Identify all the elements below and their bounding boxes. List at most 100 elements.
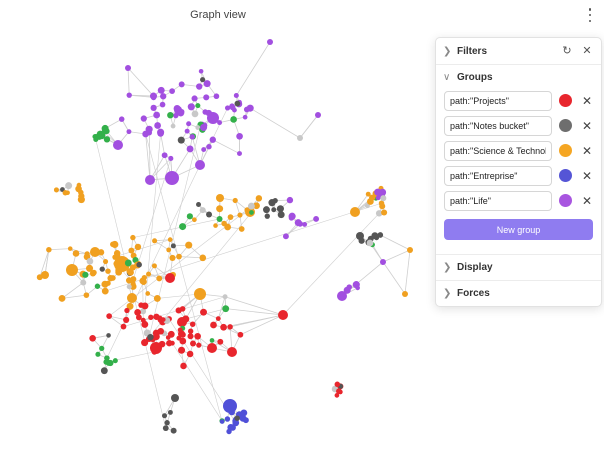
graph-node[interactable] [180, 362, 187, 370]
graph-node[interactable] [336, 388, 342, 395]
graph-node[interactable] [177, 109, 185, 117]
graph-node[interactable] [165, 335, 171, 340]
graph-node[interactable] [264, 213, 270, 219]
graph-node[interactable] [198, 68, 204, 74]
graph-node[interactable] [115, 267, 121, 273]
graph-node[interactable] [127, 293, 137, 303]
graph-node[interactable] [230, 116, 237, 123]
graph-node[interactable] [151, 263, 157, 269]
graph-node[interactable] [186, 213, 193, 220]
graph-node[interactable] [379, 203, 386, 210]
graph-node[interactable] [178, 346, 186, 354]
graph-node[interactable] [83, 292, 90, 298]
graph-node[interactable] [195, 103, 201, 109]
graph-node[interactable] [105, 268, 111, 274]
graph-node[interactable] [371, 232, 379, 240]
graph-node[interactable] [67, 246, 73, 251]
graph-node[interactable] [140, 308, 147, 315]
more-options-icon[interactable] [584, 8, 596, 22]
graph-node[interactable] [227, 347, 237, 357]
graph-node[interactable] [166, 340, 173, 347]
graph-node[interactable] [66, 264, 78, 276]
graph-node[interactable] [201, 147, 207, 153]
graph-node[interactable] [106, 313, 112, 319]
graph-node[interactable] [111, 240, 119, 249]
graph-node[interactable] [277, 211, 285, 219]
graph-node[interactable] [369, 194, 376, 201]
graph-node[interactable] [99, 345, 105, 352]
graph-node[interactable] [187, 328, 194, 334]
remove-group-icon[interactable]: ✕ [582, 144, 593, 158]
graph-node[interactable] [127, 269, 134, 276]
graph-node[interactable] [177, 136, 185, 144]
graph-node[interactable] [358, 237, 365, 244]
graph-canvas[interactable] [0, 0, 432, 459]
graph-node[interactable] [185, 241, 193, 249]
graph-node[interactable] [244, 207, 251, 213]
close-icon[interactable]: ✕ [582, 45, 592, 57]
graph-node[interactable] [203, 80, 211, 88]
graph-node[interactable] [186, 121, 192, 127]
graph-node[interactable] [190, 340, 197, 347]
graph-node[interactable] [153, 111, 161, 119]
graph-node[interactable] [166, 247, 172, 253]
remove-group-icon[interactable]: ✕ [582, 94, 593, 108]
graph-node[interactable] [179, 337, 187, 345]
graph-node[interactable] [65, 182, 73, 190]
graph-node[interactable] [228, 408, 235, 416]
graph-node[interactable] [365, 191, 371, 197]
graph-node[interactable] [315, 112, 321, 118]
graph-node[interactable] [255, 195, 263, 202]
graph-node[interactable] [196, 202, 201, 208]
graph-node[interactable] [156, 275, 163, 282]
graph-node[interactable] [213, 93, 220, 100]
graph-node[interactable] [209, 136, 216, 143]
graph-node[interactable] [224, 105, 231, 111]
graph-node[interactable] [98, 132, 106, 140]
graph-node[interactable] [233, 93, 239, 99]
graph-node[interactable] [215, 316, 221, 321]
graph-node[interactable] [100, 367, 108, 375]
graph-node[interactable] [58, 294, 66, 302]
graph-node[interactable] [191, 95, 198, 102]
graph-node[interactable] [53, 187, 59, 193]
graph-node[interactable] [170, 123, 176, 129]
graph-node[interactable] [180, 331, 186, 338]
graph-node[interactable] [216, 215, 223, 222]
graph-node[interactable] [232, 197, 238, 204]
remove-group-icon[interactable]: ✕ [582, 169, 593, 183]
graph-node[interactable] [75, 185, 82, 193]
graph-node[interactable] [217, 120, 223, 126]
graph-node[interactable] [124, 307, 130, 314]
graph-node[interactable] [200, 308, 207, 316]
graph-node[interactable] [165, 273, 175, 283]
graph-node[interactable] [141, 274, 147, 281]
graph-node[interactable] [94, 283, 101, 289]
graph-node[interactable] [105, 280, 111, 286]
graph-node[interactable] [175, 307, 182, 314]
graph-node[interactable] [194, 332, 201, 340]
graph-node[interactable] [141, 339, 149, 347]
graph-node[interactable] [160, 93, 167, 100]
graph-node[interactable] [113, 260, 120, 267]
graph-node[interactable] [184, 128, 190, 134]
graph-node[interactable] [126, 302, 134, 310]
graph-node[interactable] [126, 284, 132, 290]
graph-node[interactable] [130, 234, 136, 241]
graph-node[interactable] [161, 152, 168, 159]
graph-node[interactable] [126, 129, 132, 135]
graph-node[interactable] [381, 209, 388, 216]
graph-node[interactable] [294, 219, 302, 227]
graph-node[interactable] [213, 223, 218, 228]
graph-node[interactable] [129, 264, 137, 271]
graph-node[interactable] [219, 419, 225, 424]
graph-node[interactable] [210, 321, 217, 329]
graph-node[interactable] [89, 334, 96, 342]
graph-node[interactable] [234, 415, 240, 421]
graph-node[interactable] [176, 253, 182, 260]
graph-node[interactable] [46, 246, 52, 253]
graph-node[interactable] [182, 315, 190, 323]
graph-node[interactable] [168, 155, 174, 162]
graph-node[interactable] [126, 92, 132, 98]
graph-node[interactable] [82, 271, 89, 278]
